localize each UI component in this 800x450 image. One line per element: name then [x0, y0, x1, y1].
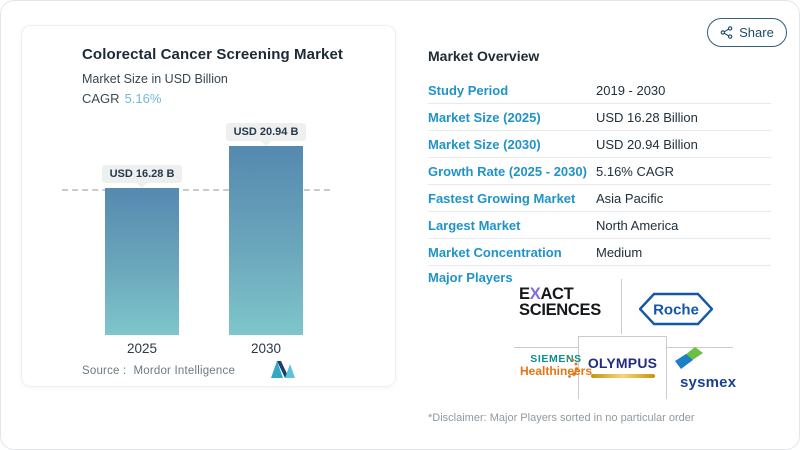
- exact-sciences-line1: EXACT: [519, 285, 574, 303]
- exact-x-glyph: X: [529, 285, 541, 303]
- exact-sciences-logo: EXACT SCIENCES: [519, 285, 601, 320]
- row-value: Medium: [596, 244, 643, 260]
- grid-divider-horizontal-right: [667, 347, 733, 348]
- table-row: Market Size (2025) USD 16.28 Billion: [428, 104, 771, 131]
- bar-column-2030: USD 20.94 B: [225, 123, 307, 335]
- siemens-dots-icon: [566, 356, 579, 378]
- row-label: Largest Market: [428, 217, 521, 233]
- x-axis-label-2030: 2030: [250, 341, 282, 356]
- sysmex-logo: sysmex: [672, 346, 742, 391]
- row-value: 5.16% CAGR: [596, 163, 675, 179]
- overview-heading: Market Overview: [428, 48, 540, 64]
- table-row: Largest Market North America: [428, 212, 771, 239]
- siemens-healthineers-logo: SIEMENS Healthineers: [520, 353, 592, 379]
- row-label: Growth Rate (2025 - 2030): [428, 163, 587, 179]
- row-label: Market Concentration: [428, 244, 562, 260]
- olympus-logo: OLYMPUS: [585, 355, 660, 378]
- grid-cell-border: [578, 336, 667, 399]
- label-pointer: [261, 141, 271, 146]
- olympus-gold-swoosh: [590, 374, 655, 378]
- row-value: 2019 - 2030: [596, 82, 666, 98]
- roche-logo: Roche: [639, 292, 713, 326]
- exact-sciences-line2: SCIENCES: [519, 301, 601, 320]
- cagr-label: CAGR: [82, 91, 120, 106]
- source-note: Source : Mordor Intelligence: [82, 365, 235, 377]
- chart-title: Colorectal Cancer Screening Market: [82, 46, 343, 63]
- grid-divider-vertical: [621, 279, 622, 334]
- chart-subtitle: Market Size in USD Billion: [82, 72, 228, 86]
- dashed-reference-line: [62, 189, 330, 191]
- bar-2030: [229, 146, 303, 335]
- table-row: Market Concentration Medium: [428, 239, 771, 266]
- table-row: Market Size (2030) USD 20.94 Billion: [428, 131, 771, 158]
- row-label: Market Size (2025): [428, 109, 541, 125]
- disclaimer-text: *Disclaimer: Major Players sorted in no …: [428, 412, 695, 424]
- source-label: Source :: [82, 365, 127, 377]
- share-icon: [720, 26, 733, 39]
- x-axis-label-2025: 2025: [126, 341, 158, 356]
- table-row: Growth Rate (2025 - 2030) 5.16% CAGR: [428, 158, 771, 185]
- row-label: Fastest Growing Market: [428, 190, 576, 206]
- bar-value-label-2030: USD 20.94 B: [225, 123, 307, 141]
- cagr-value: 5.16%: [124, 91, 162, 106]
- major-players-label: Major Players: [428, 270, 513, 285]
- olympus-wordmark: OLYMPUS: [587, 355, 658, 371]
- sysmex-mark-icon: [675, 347, 703, 369]
- healthineers-wordmark: Healthineers: [520, 364, 593, 379]
- major-players-grid: EXACT SCIENCES Roche SIEMENS Healthineer…: [506, 273, 772, 401]
- source-value: Mordor Intelligence: [133, 365, 236, 377]
- row-value: USD 16.28 Billion: [596, 109, 698, 125]
- table-row: Fastest Growing Market Asia Pacific: [428, 185, 771, 212]
- overview-table: Study Period 2019 - 2030 Market Size (20…: [428, 77, 771, 266]
- bar-2025: [105, 188, 179, 335]
- table-row: Study Period 2019 - 2030: [428, 77, 771, 104]
- label-pointer: [137, 183, 147, 188]
- sysmex-wordmark: sysmex: [680, 374, 737, 391]
- bar-chart: USD 16.28 B USD 20.94 B 2025 2030: [22, 26, 395, 386]
- bar-column-2025: USD 16.28 B: [101, 165, 183, 335]
- row-value: North America: [596, 217, 679, 233]
- share-button[interactable]: Share: [707, 18, 787, 47]
- siemens-wordmark: SIEMENS: [530, 353, 582, 365]
- mordor-intelligence-logo: [271, 361, 295, 378]
- grid-divider-horizontal-left: [514, 347, 578, 348]
- chart-cagr: CAGR 5.16%: [82, 91, 161, 106]
- row-value: USD 20.94 Billion: [596, 136, 698, 152]
- bar-value-label-2025: USD 16.28 B: [101, 165, 183, 183]
- row-label: Market Size (2030): [428, 136, 541, 152]
- share-label: Share: [739, 25, 774, 40]
- chart-card: Colorectal Cancer Screening Market Marke…: [21, 25, 396, 387]
- roche-wordmark: Roche: [653, 302, 699, 319]
- row-value: Asia Pacific: [596, 190, 664, 206]
- row-label: Study Period: [428, 82, 509, 98]
